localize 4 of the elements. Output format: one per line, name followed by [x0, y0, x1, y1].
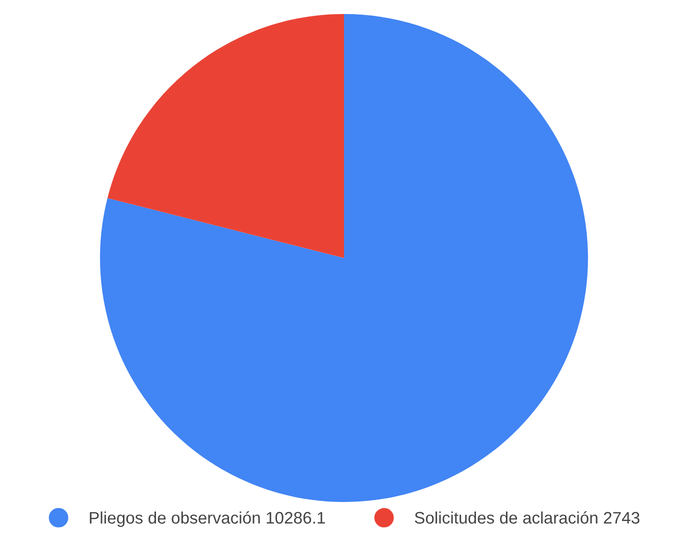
pie-slice — [100, 14, 588, 502]
pie-slice — [107, 14, 344, 258]
legend-label: Solicitudes de aclaración 2743 — [414, 511, 640, 524]
legend-label: Pliegos de observación 10286.1 — [90, 511, 325, 527]
